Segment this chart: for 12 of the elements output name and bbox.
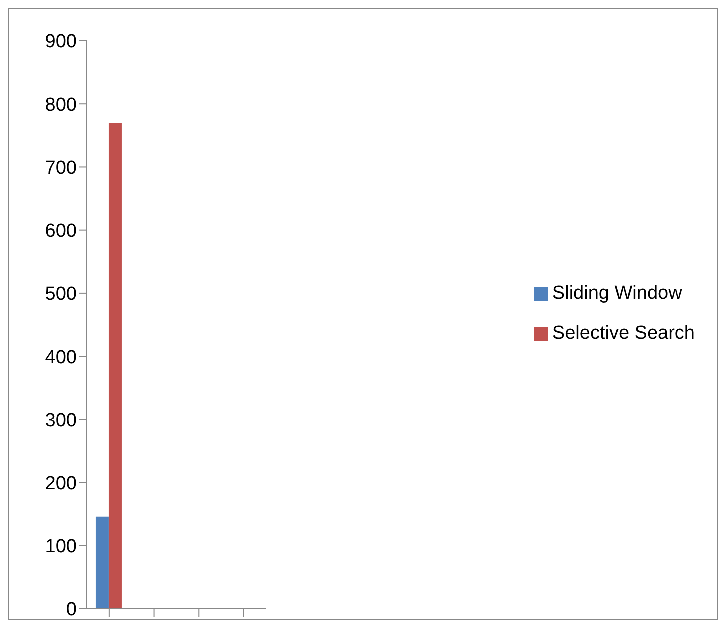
y-tick-label: 400 (45, 347, 77, 368)
y-tick-label: 100 (45, 536, 77, 558)
y-tick-label: 900 (45, 32, 77, 53)
y-tick-label: 600 (45, 221, 77, 242)
y-tick-label: 700 (45, 158, 77, 179)
legend-label: Sliding Window (552, 283, 682, 304)
y-tick-label: 0 (66, 600, 77, 621)
y-tick-label: 300 (45, 410, 77, 432)
y-tick-label: 800 (45, 94, 77, 116)
y-tick-label: 500 (45, 284, 77, 306)
y-tick-label: 200 (45, 474, 77, 495)
legend-label: Selective Search (552, 323, 695, 344)
